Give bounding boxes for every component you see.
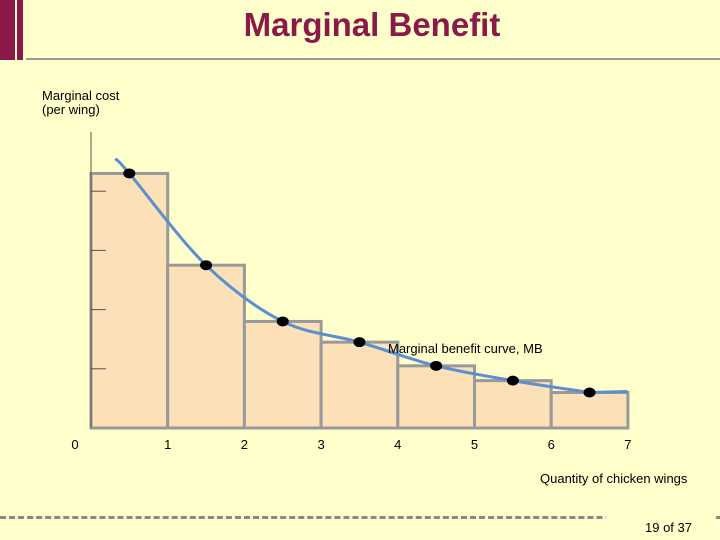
x-tick-label-0: 0 bbox=[71, 437, 78, 452]
bar-5 bbox=[396, 364, 476, 430]
slide-accent-bar-thin bbox=[17, 0, 23, 60]
mb-point-4 bbox=[353, 337, 366, 348]
x-tick-label-7: 7 bbox=[624, 437, 631, 452]
page-number-backdrop bbox=[606, 516, 716, 540]
y-axis-label-line2: (per wing) bbox=[42, 102, 100, 117]
mb-curve-label: Marginal benefit curve, MB bbox=[388, 341, 543, 356]
bar-7 bbox=[549, 390, 630, 430]
footer-divider bbox=[0, 516, 720, 519]
mb-point-3 bbox=[276, 316, 289, 327]
mb-point-1 bbox=[123, 168, 136, 179]
y-axis-label-line1: Marginal cost bbox=[42, 88, 120, 103]
mb-point-6 bbox=[506, 375, 519, 386]
x-tick-label-3: 3 bbox=[317, 437, 324, 452]
bar-1 bbox=[89, 171, 170, 430]
x-axis-title: Quantity of chicken wings bbox=[540, 471, 688, 486]
mb-point-5 bbox=[430, 360, 443, 371]
page-number: 19 of 37 bbox=[645, 520, 692, 535]
bar-3 bbox=[242, 319, 323, 430]
title-divider bbox=[26, 58, 720, 60]
bar-4 bbox=[319, 340, 400, 430]
x-tick-label-6: 6 bbox=[548, 437, 555, 452]
bar-6 bbox=[473, 379, 553, 430]
x-tick-label-5: 5 bbox=[471, 437, 478, 452]
mb-point-2 bbox=[200, 260, 213, 271]
x-tick-label-1: 1 bbox=[164, 437, 171, 452]
y-axis-label: Marginal cost (per wing) bbox=[42, 89, 119, 117]
x-tick-label-2: 2 bbox=[241, 437, 248, 452]
mb-point-7 bbox=[583, 387, 596, 398]
x-tick-label-4: 4 bbox=[394, 437, 401, 452]
slide-accent-bar bbox=[0, 0, 15, 60]
slide-title: Marginal Benefit bbox=[243, 6, 501, 43]
